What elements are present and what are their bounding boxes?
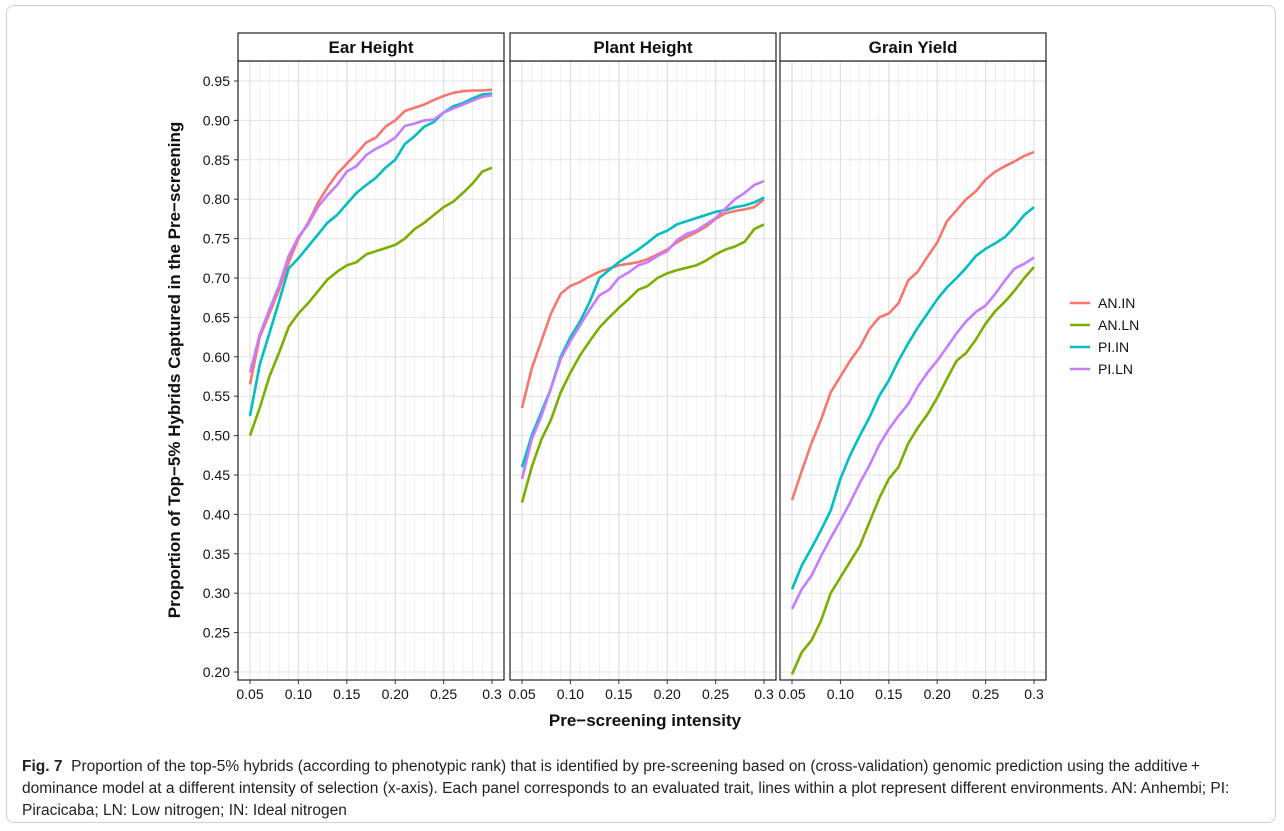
y-tick-label: 0.60	[203, 349, 230, 365]
legend-label: PI.IN	[1098, 339, 1129, 355]
y-tick-label: 0.55	[203, 388, 230, 404]
facet-title: Grain Yield	[869, 38, 958, 57]
x-tick-label: 0.20	[924, 686, 951, 702]
x-tick-label: 0.05	[236, 686, 263, 702]
y-tick-label: 0.75	[203, 231, 230, 247]
y-tick-label: 0.45	[203, 467, 230, 483]
facet-strip	[779, 32, 1047, 62]
x-tick-label: 0.15	[875, 686, 902, 702]
faceted-line-chart: Ear Height 0.05 0.10 0.15 0.20 0.25 0.3 Plant H…	[165, 32, 1139, 730]
series-line-an-ln	[248, 166, 493, 437]
legend-label: PI.LN	[1098, 361, 1133, 377]
series-line-pi-ln	[520, 179, 765, 480]
y-tick-label: 0.30	[203, 585, 230, 601]
x-tick-label: 0.15	[333, 686, 360, 702]
x-tick-label: 0.3	[754, 686, 774, 702]
x-tick-label: 0.25	[430, 686, 457, 702]
series-line-an-ln	[520, 223, 765, 503]
legend-label: AN.IN	[1098, 295, 1135, 311]
x-tick-label: 0.15	[605, 686, 632, 702]
facet-title: Ear Height	[328, 38, 413, 57]
legend-label: AN.LN	[1098, 317, 1139, 333]
y-tick-label: 0.25	[203, 625, 230, 641]
y-tick-label: 0.65	[203, 309, 230, 325]
caption-text: Proportion of the top-5% hybrids (accord…	[22, 758, 1230, 819]
x-tick-label: 0.05	[508, 686, 535, 702]
series-line-an-in	[248, 88, 493, 385]
y-tick-label: 0.50	[203, 428, 230, 444]
series-line-pi-in	[248, 92, 493, 417]
facet-title: Plant Height	[593, 38, 693, 57]
y-tick-label: 0.35	[203, 546, 230, 562]
y-axis-title: Proportion of Top−5% Hybrids Captured in…	[165, 122, 184, 619]
y-tick-label: 0.85	[203, 152, 230, 168]
x-tick-label: 0.3	[482, 686, 502, 702]
y-tick-label: 0.40	[203, 506, 230, 522]
x-axis-title: Pre−screening intensity	[549, 711, 742, 730]
x-tick-label: 0.25	[972, 686, 999, 702]
y-tick-label: 0.20	[203, 664, 230, 680]
y-tick-label: 0.70	[203, 270, 230, 286]
series-line-pi-in	[790, 206, 1035, 590]
figure-caption: Fig. 7 Proportion of the top-5% hybrids …	[22, 756, 1262, 822]
series-line-an-in	[520, 198, 765, 409]
series-line-an-ln	[790, 266, 1035, 675]
figure-frame	[6, 5, 1276, 823]
x-tick-label: 0.20	[382, 686, 409, 702]
x-tick-label: 0.10	[827, 686, 854, 702]
y-tick-label: 0.90	[203, 112, 230, 128]
series-line-pi-ln	[248, 93, 493, 373]
series-line-pi-ln	[790, 256, 1035, 610]
facet-strip	[237, 32, 505, 62]
x-tick-label: 0.3	[1024, 686, 1044, 702]
x-tick-label: 0.20	[654, 686, 681, 702]
series-line-an-in	[790, 150, 1035, 501]
x-tick-label: 0.05	[778, 686, 805, 702]
y-tick-label: 0.95	[203, 73, 230, 89]
x-tick-label: 0.25	[702, 686, 729, 702]
panel-background	[510, 61, 776, 680]
panel-background	[238, 61, 504, 680]
caption-label: Fig. 7	[22, 758, 63, 775]
panel-background	[780, 61, 1046, 680]
x-tick-label: 0.10	[285, 686, 312, 702]
facet-strip	[509, 32, 777, 62]
x-tick-label: 0.10	[557, 686, 584, 702]
y-tick-label: 0.80	[203, 191, 230, 207]
